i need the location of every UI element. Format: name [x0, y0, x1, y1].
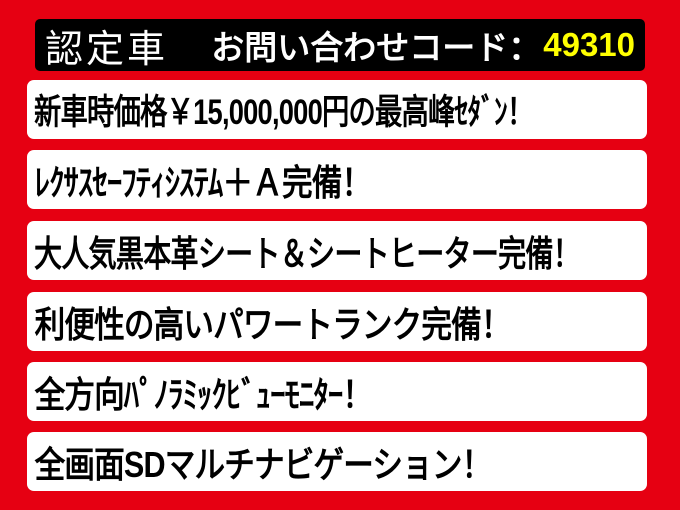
feature-text: 大人気黒本革シート＆シートヒーター完備！: [34, 232, 581, 274]
feature-row-panoramic-monitor: 全方向ﾊﾟﾉﾗﾐｯｸﾋﾞｭｰﾓﾆﾀｰ！: [27, 362, 647, 421]
certified-car-badge: 認定車: [45, 28, 169, 71]
feature-row-safety-system: ﾚｸｻｽｾｰﾌﾃｨｼｽﾃﾑ＋Ａ完備！: [27, 150, 647, 209]
feature-row-power-trunk: 利便性の高いパワートランク完備！: [27, 292, 647, 351]
feature-text: ﾚｸｻｽｾｰﾌﾃｨｼｽﾃﾑ＋Ａ完備！: [34, 161, 372, 203]
feature-text: 全方向ﾊﾟﾉﾗﾐｯｸﾋﾞｭｰﾓﾆﾀｰ！: [34, 373, 373, 415]
header-bar: 認定車 お問い合わせコード： 49310: [35, 19, 645, 71]
inquiry-code-value: 49310: [543, 26, 635, 63]
feature-row-sd-navigation: 全画面SDマルチナビゲーション！: [27, 432, 647, 491]
inquiry-code-label: お問い合わせコード：: [211, 29, 542, 66]
feature-text: 利便性の高いパワートランク完備！: [34, 303, 512, 345]
feature-text: 新車時価格￥15,000,000円の最高峰ｾﾀﾞﾝ！: [34, 93, 534, 132]
feature-text: 全画面SDマルチナビゲーション！: [34, 443, 493, 485]
feature-row-leather-seats: 大人気黒本革シート＆シートヒーター完備！: [27, 221, 647, 280]
feature-row-new-car-price: 新車時価格￥15,000,000円の最高峰ｾﾀﾞﾝ！: [27, 80, 647, 139]
inquiry-code-group: お問い合わせコード： 49310: [211, 21, 635, 69]
